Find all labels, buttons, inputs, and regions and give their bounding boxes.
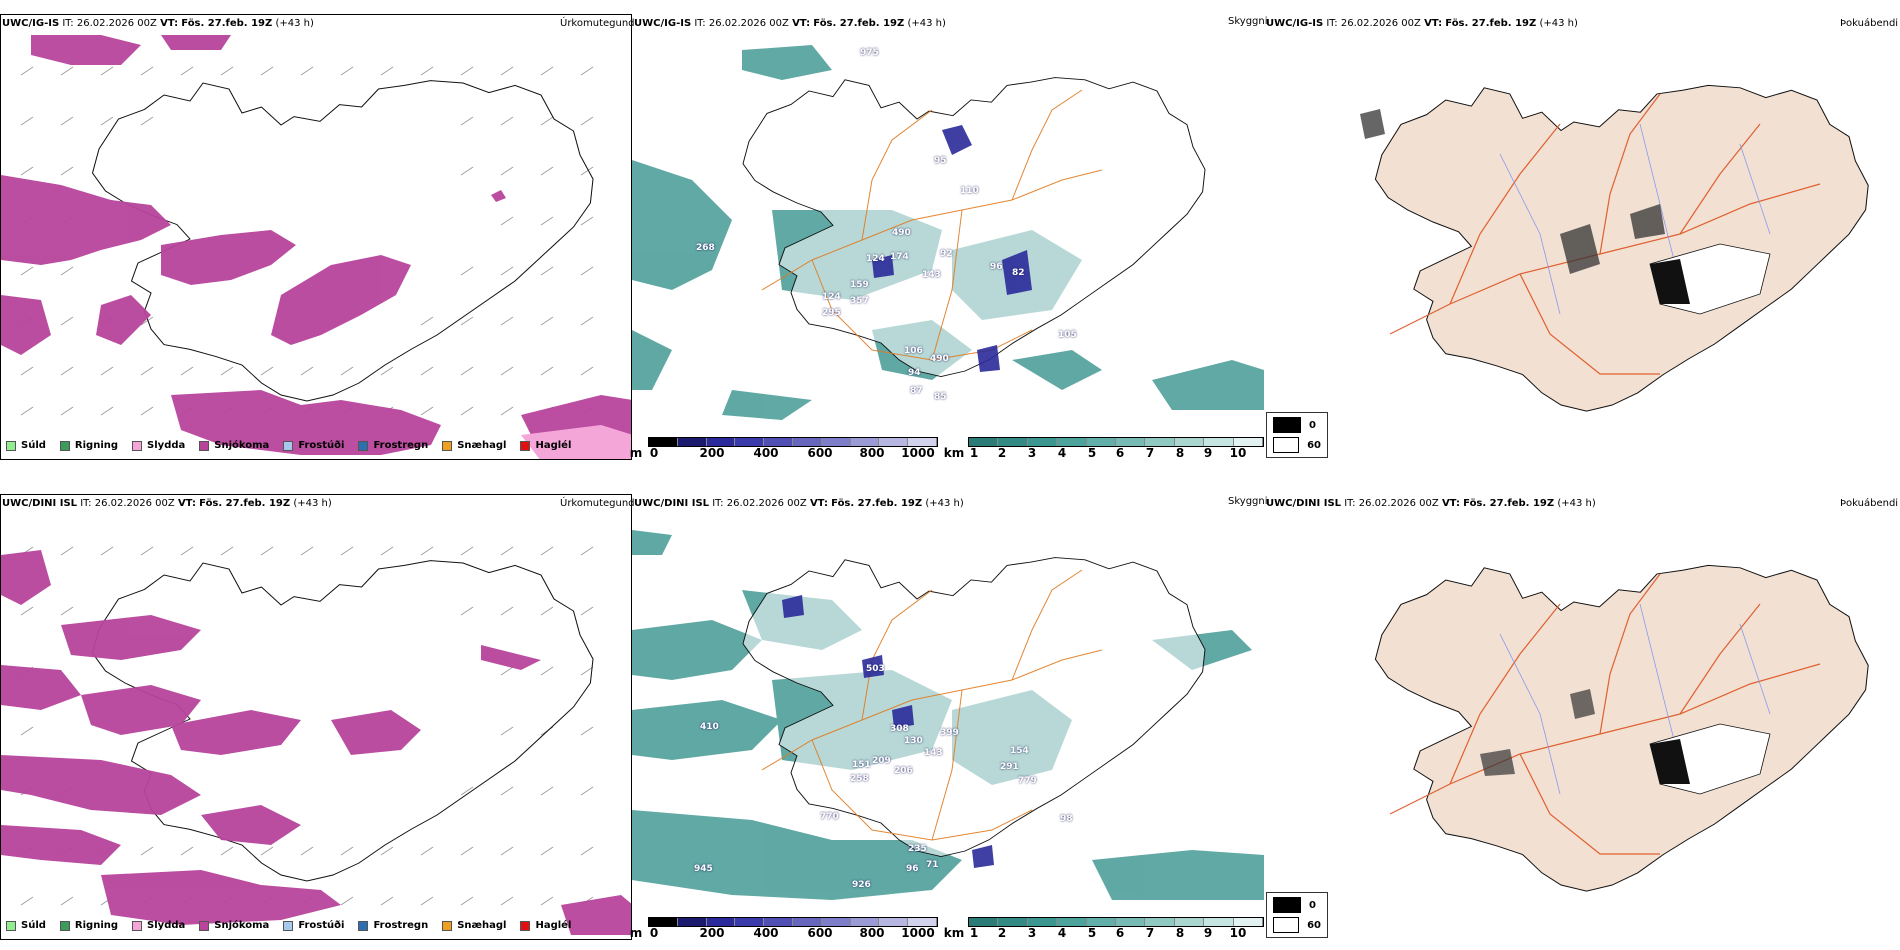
legend-item-frostregn: Frostregn — [358, 440, 428, 451]
bottom-precip-map — [0, 494, 632, 940]
legend-item-rigning: Rigning — [59, 440, 118, 451]
legend-item-suld: Súld — [6, 440, 46, 451]
bottom-cloud-legend: 0 60 — [1266, 892, 1328, 938]
vis-label: 105 — [1058, 330, 1077, 340]
vis-label: 399 — [940, 728, 959, 738]
vis-label: 154 — [1010, 746, 1029, 756]
top-fog-title: Þokuábendi — [1840, 18, 1899, 29]
vis-label: 95 — [934, 156, 947, 166]
vis-label: 96 — [906, 864, 919, 874]
vis-label: 503 — [866, 664, 885, 674]
vis-label: 268 — [696, 243, 715, 253]
vis-label: 490 — [892, 228, 911, 238]
vis-label: 159 — [850, 280, 869, 290]
vis-label: 779 — [1018, 776, 1037, 786]
vis-label: 235 — [908, 844, 927, 854]
vis-label: 945 — [694, 864, 713, 874]
bottom-km-colorbar — [968, 917, 1264, 927]
legend-item-snjokoma: Snjókoma — [199, 440, 269, 451]
vis-label: 94 — [908, 368, 921, 378]
top-precip-map — [0, 14, 632, 460]
top-precip-legend: Súld Rigning Slydda Snjókoma Frostúði Fr… — [6, 440, 571, 451]
bottom-precip-title: Úrkomutegund — [560, 498, 635, 509]
top-precip-header: UWC/IG-IS IT: 26.02.2026 00Z VT: Fös. 27… — [2, 18, 314, 29]
vis-label: 295 — [822, 308, 841, 318]
top-fog-map — [1300, 34, 1870, 424]
vis-label: 85 — [934, 392, 947, 402]
vis-label: 143 — [924, 748, 943, 758]
vis-label: 143 — [922, 270, 941, 280]
vis-label: 357 — [850, 296, 869, 306]
vis-label: 98 — [1060, 814, 1073, 824]
vis-label: 975 — [860, 48, 879, 58]
legend-item-frostudi: Frostúði — [283, 920, 344, 931]
vis-label: 291 — [1000, 762, 1019, 772]
top-visibility-map — [632, 30, 1264, 430]
legend-item-suld: Súld — [6, 920, 46, 931]
legend-item-haglel: Haglél — [520, 440, 571, 451]
vis-label: 71 — [926, 860, 939, 870]
legend-item-frostregn: Frostregn — [358, 920, 428, 931]
legend-item-snjokoma: Snjókoma — [199, 920, 269, 931]
vis-label: 96 — [990, 262, 1003, 272]
bottom-km-scale: km 1 2 3 4 5 6 7 8 9 10 — [943, 926, 1247, 940]
vis-label: 130 — [904, 736, 923, 746]
bottom-m-scale: m 0 200 400 600 800 1000 — [629, 926, 935, 940]
bottom-precip-legend: Súld Rigning Slydda Snjókoma Frostúði Fr… — [6, 920, 571, 931]
top-km-colorbar — [968, 437, 1264, 447]
vis-label: 770 — [820, 812, 839, 822]
vis-label: 92 — [940, 249, 953, 259]
bottom-m-colorbar — [648, 917, 938, 927]
top-fog-header: UWC/IG-IS IT: 26.02.2026 00Z VT: Fös. 27… — [1266, 18, 1578, 29]
vis-label: 258 — [850, 774, 869, 784]
legend-item-slydda: Slydda — [132, 920, 185, 931]
vis-label: 308 — [890, 724, 909, 734]
top-cloud-legend: 0 60 — [1266, 412, 1328, 458]
bottom-fog-title: Þokuábendi — [1840, 498, 1899, 509]
legend-item-snaehagl: Snæhagl — [442, 920, 506, 931]
legend-item-haglel: Haglél — [520, 920, 571, 931]
vis-label: 82 — [1012, 268, 1025, 278]
legend-item-snaehagl: Snæhagl — [442, 440, 506, 451]
bottom-visibility-map — [632, 510, 1264, 910]
vis-label: 410 — [700, 722, 719, 732]
vis-label: 87 — [910, 386, 923, 396]
legend-item-frostudi: Frostúði — [283, 440, 344, 451]
top-m-colorbar — [648, 437, 938, 447]
vis-label: 209 — [872, 756, 891, 766]
bottom-visibility-title: Skyggni — [1228, 496, 1268, 507]
top-visibility-title: Skyggni — [1228, 16, 1268, 27]
vis-label: 926 — [852, 880, 871, 890]
vis-label: 151 — [852, 760, 871, 770]
bottom-fog-map — [1300, 514, 1870, 904]
top-km-scale: km 1 2 3 4 5 6 7 8 9 10 — [943, 446, 1247, 460]
vis-label: 124 — [822, 292, 841, 302]
bottom-fog-header: UWC/DINI ISL IT: 26.02.2026 00Z VT: Fös.… — [1266, 498, 1596, 509]
top-visibility-header: UWC/IG-IS IT: 26.02.2026 00Z VT: Fös. 27… — [634, 18, 946, 29]
bottom-precip-header: UWC/DINI ISL IT: 26.02.2026 00Z VT: Fös.… — [2, 498, 332, 509]
vis-label: 174 — [890, 252, 909, 262]
top-precip-title: Úrkomutegund — [560, 18, 635, 29]
bottom-visibility-header: UWC/DINI ISL IT: 26.02.2026 00Z VT: Fös.… — [634, 498, 964, 509]
legend-item-slydda: Slydda — [132, 440, 185, 451]
top-m-scale: m 0 200 400 600 800 1000 — [629, 446, 935, 460]
vis-label: 106 — [904, 346, 923, 356]
vis-label: 124 — [866, 254, 885, 264]
vis-label: 490 — [930, 354, 949, 364]
vis-label: 206 — [894, 766, 913, 776]
vis-label: 110 — [960, 186, 979, 196]
legend-item-rigning: Rigning — [59, 920, 118, 931]
